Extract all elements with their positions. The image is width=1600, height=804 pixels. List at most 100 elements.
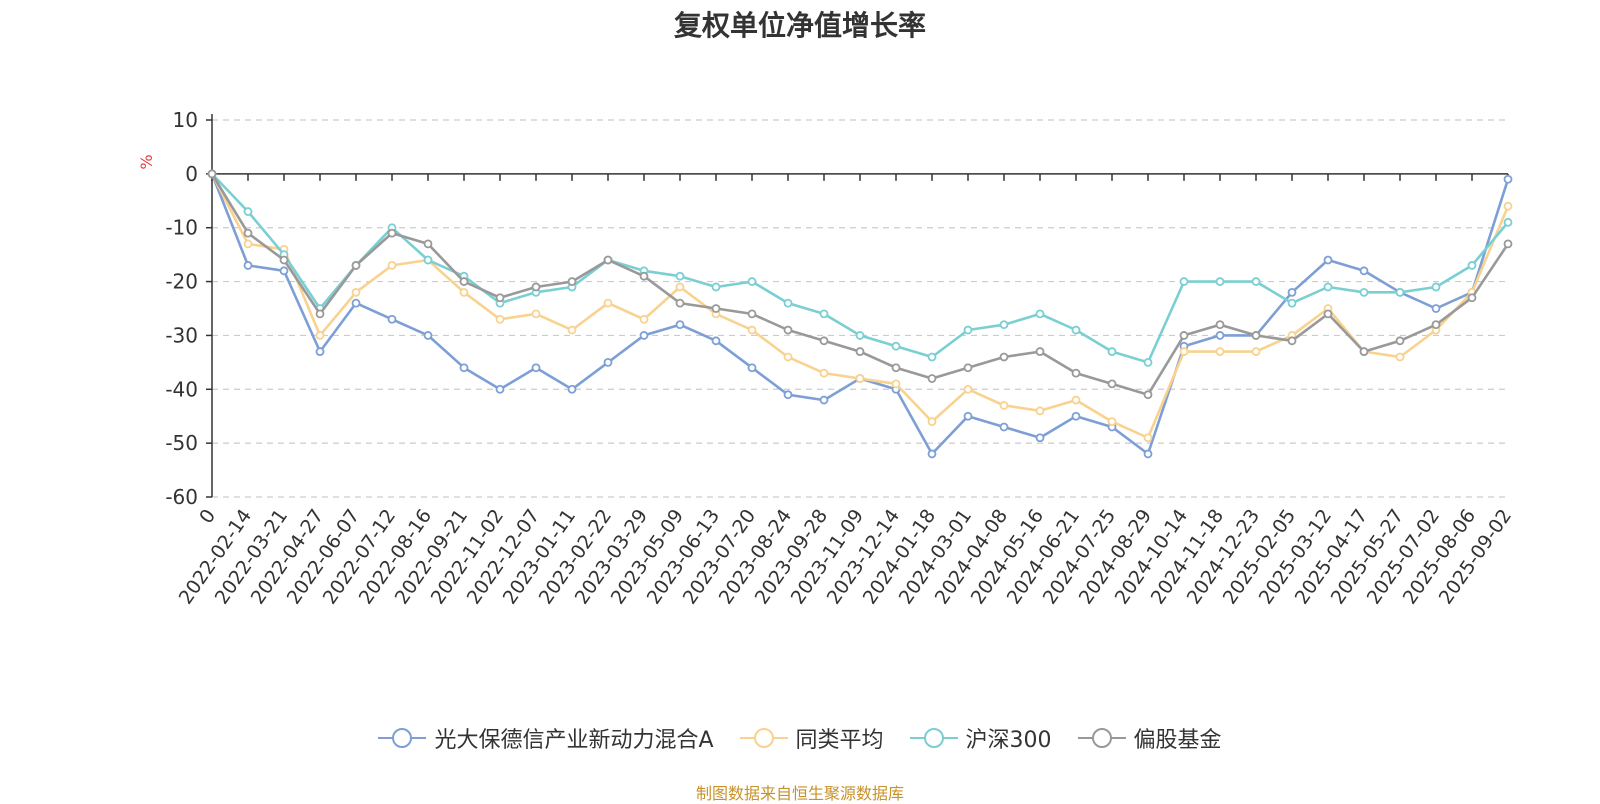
series-point-3 [603,255,613,265]
series-point-0 [711,336,721,346]
series-point-3 [639,271,649,281]
legend-item-1[interactable]: 同类平均 [739,722,884,754]
series-point-3 [1071,368,1081,378]
series-point-3 [1359,347,1369,356]
y-tick-label: -40 [165,377,198,401]
y-tick-label: -20 [165,270,198,294]
series-point-2 [999,320,1009,330]
series-point-1 [819,368,829,378]
series-point-1 [747,325,757,335]
series-point-2 [1431,282,1441,292]
series-line-3 [210,173,1510,397]
series-point-3 [423,239,433,249]
series-point-2 [675,271,685,281]
series-point-2 [891,341,901,351]
series-point-1 [1179,347,1189,356]
series-point-1 [1107,417,1117,427]
series-point-0 [999,422,1009,432]
series-point-1 [1395,352,1405,362]
series-point-1 [927,417,937,427]
series-point-1 [315,331,325,340]
series-point-0 [927,449,937,459]
series-point-0 [1359,266,1369,276]
series-point-3 [531,282,541,292]
series-point-1 [891,379,901,389]
series-point-1 [567,325,577,335]
series-point-2 [1215,277,1225,286]
series-point-0 [315,347,325,356]
series-point-2 [963,325,973,335]
y-axis-unit-label: % [137,154,156,169]
legend-label: 偏股基金 [1133,728,1222,753]
series-point-1 [243,239,253,249]
series-point-1 [783,352,793,362]
series-point-3 [891,363,901,373]
series-point-3 [387,228,397,238]
series-point-2 [423,255,433,265]
series-point-1 [351,287,361,297]
series-point-2 [1071,325,1081,335]
series-point-2 [1323,282,1333,292]
series-lines [207,169,1513,459]
series-point-3 [1467,293,1477,303]
series-point-2 [1503,217,1513,227]
series-point-0 [387,314,397,324]
series-line-1 [210,173,1510,440]
series-point-3 [999,352,1009,362]
data-source-footer: 制图数据来自恒生聚源数据库 [695,784,904,803]
series-point-0 [1071,411,1081,421]
legend-item-2[interactable]: 沪深300 [909,722,1052,754]
series-point-3 [495,293,505,303]
series-line-0 [210,173,1510,456]
series-point-2 [1395,287,1405,297]
legend-label: 同类平均 [795,728,884,753]
series-point-0 [603,357,613,367]
series-point-3 [819,336,829,346]
series-point-3 [567,277,577,286]
series-point-0 [819,395,829,405]
series-point-2 [1467,261,1477,270]
series-point-3 [1035,347,1045,356]
series-point-1 [1071,395,1081,405]
legend-marker-icon [739,728,788,748]
series-point-1 [531,309,541,319]
legend: 光大保德信产业新动力混合A 同类平均 沪深300 偏股基金 [0,722,1600,754]
series-point-0 [963,411,973,421]
series-point-0 [567,384,577,394]
series-point-0 [243,261,253,270]
series-point-2 [711,282,721,292]
legend-label: 光大保德信产业新动力混合A [434,728,714,753]
y-tick-label: 10 [173,108,198,132]
series-point-0 [495,384,505,394]
series-point-0 [1143,449,1153,459]
series-point-1 [1035,406,1045,416]
y-tick-label: -60 [165,485,198,509]
series-point-0 [1035,433,1045,443]
legend-marker-icon [909,728,958,748]
y-tick-label: -30 [165,323,198,347]
series-point-3 [1395,336,1405,346]
x-tick-label: 0 [195,505,220,528]
series-point-3 [1323,309,1333,319]
series-point-3 [315,309,325,319]
series-point-1 [855,374,865,383]
series-point-3 [459,277,469,286]
legend-marker-icon [1077,728,1126,748]
legend-item-0[interactable]: 光大保德信产业新动力混合A [378,722,714,754]
series-point-0 [351,298,361,308]
series-point-3 [1143,390,1153,400]
series-point-3 [855,347,865,356]
series-point-3 [963,363,973,373]
series-point-2 [819,309,829,319]
series-point-1 [675,282,685,292]
series-point-3 [1179,331,1189,340]
series-point-3 [783,325,793,335]
series-point-3 [1431,320,1441,330]
series-point-3 [1287,336,1297,346]
series-point-0 [675,320,685,330]
series-point-0 [783,390,793,400]
legend-item-3[interactable]: 偏股基金 [1077,722,1222,754]
legend-marker-icon [378,728,427,748]
series-point-3 [927,374,937,383]
